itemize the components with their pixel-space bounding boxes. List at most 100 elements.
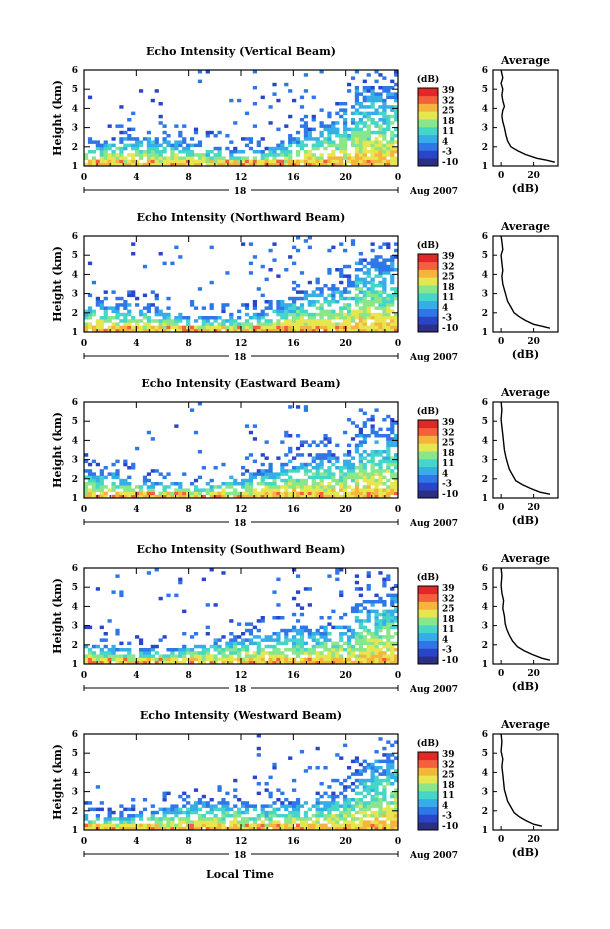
heatmap-cell (135, 446, 140, 451)
heatmap-cell (311, 156, 316, 160)
heatmap-cell (311, 657, 316, 662)
heatmap-cell (390, 443, 395, 448)
heatmap-cell (354, 443, 360, 448)
heatmap-cell (131, 660, 136, 665)
heatmap-cell (390, 418, 395, 422)
heatmap-cell (84, 156, 89, 160)
heatmap-cell (346, 453, 352, 457)
heatmap-cell (213, 316, 218, 320)
heatmap-cell (370, 143, 375, 148)
heatmap-cell (323, 817, 328, 821)
heatmap-cell (131, 817, 136, 821)
heatmap-cell (346, 319, 352, 323)
heatmap-cell (115, 654, 120, 658)
heatmap-cell (335, 268, 340, 272)
heatmap-cell (362, 303, 367, 307)
profile-y-tick-label: 4 (482, 270, 488, 280)
heatmap-cell (394, 596, 399, 601)
heatmap-cells (84, 236, 399, 333)
heatmap-cell (182, 124, 187, 128)
heatmap-cell (339, 804, 344, 808)
heatmap-cell (295, 628, 301, 633)
heatmap-cell (339, 568, 344, 572)
heatmap-cell (354, 284, 360, 288)
x-tick-label: 0 (81, 837, 87, 847)
heatmap-cell (307, 485, 312, 489)
heatmap-cell (382, 654, 387, 658)
heatmap-cell (103, 817, 108, 821)
heatmap-cell (91, 162, 97, 167)
heatmap-cell (150, 469, 155, 473)
heatmap-cell (146, 657, 152, 662)
heatmap-cell (170, 325, 175, 330)
y-tick-label: 4 (72, 270, 78, 280)
heatmap-cell (354, 654, 360, 658)
heatmap-cell (390, 261, 395, 266)
heatmap-cell (174, 807, 179, 812)
heatmap-cell (339, 280, 344, 285)
heatmap-cell (394, 150, 399, 154)
heatmap-cell (213, 817, 218, 821)
heatmap-cell (339, 140, 344, 144)
heatmap-cell (138, 638, 144, 642)
heatmap-cell (284, 660, 289, 665)
heatmap-cell (115, 303, 120, 307)
x-tick-label: 20 (339, 837, 352, 847)
heatmap-cell (107, 648, 112, 652)
colorbar-tick-label: 25 (442, 439, 455, 449)
heatmap-cell (123, 654, 128, 658)
heatmap-cell (197, 801, 203, 805)
heatmap-cell (374, 325, 379, 330)
heatmap-cell (288, 459, 293, 464)
heatmap-cell (213, 823, 218, 828)
colorbar-tick-label: 25 (442, 273, 455, 283)
heatmap-cell (382, 156, 387, 160)
heatmap-cell (374, 494, 379, 499)
heatmap-cell (233, 488, 238, 492)
heatmap-cell (272, 638, 277, 642)
heatmap-cell (201, 657, 206, 662)
heatmap-cell (252, 102, 257, 106)
heatmap-cell (150, 146, 155, 151)
heatmap-cell (217, 130, 222, 135)
y-tick-label: 3 (72, 124, 78, 134)
heatmap-cell (87, 137, 93, 141)
heatmap-cell (335, 127, 340, 132)
heatmap-cell (87, 140, 93, 144)
heatmap-cell (343, 143, 348, 148)
heatmap-cell (327, 651, 332, 655)
heatmap-cell (327, 143, 332, 148)
heatmap-cell (229, 325, 234, 330)
heatmap-cell (390, 753, 395, 757)
heatmap-cell (154, 140, 159, 144)
heatmap-cell (119, 478, 124, 483)
heatmap-cell (299, 817, 305, 821)
heatmap-cell (311, 475, 316, 480)
heatmap-cell (174, 823, 179, 828)
heatmap-cell (225, 159, 230, 164)
heatmap-cell (394, 772, 399, 776)
heatmap-cell (84, 494, 89, 499)
colorbar-tick-label: 39 (442, 584, 455, 594)
heatmap-cell (288, 660, 293, 665)
heatmap-cell (162, 817, 167, 821)
heatmap-cell (119, 482, 124, 486)
x-tick-label: 4 (133, 671, 139, 681)
heatmap-cell (354, 70, 360, 74)
heatmap-cell (217, 485, 222, 489)
heatmap-cell (390, 162, 395, 167)
heatmap-cell (276, 494, 281, 499)
heatmap-cell (386, 121, 391, 125)
heatmap-cell (354, 491, 360, 496)
profile-y-tick-label: 1 (482, 162, 488, 172)
heatmap-cell (115, 491, 120, 496)
heatmap-cell (182, 162, 187, 167)
heatmap-cell (178, 820, 183, 824)
heatmap-cell (213, 826, 218, 831)
heatmap-cell (264, 788, 269, 792)
heatmap-cell (354, 434, 360, 438)
profile-y-tick-label: 3 (482, 124, 488, 134)
heatmap-cell (343, 625, 348, 630)
heatmap-cell (346, 312, 352, 317)
heatmap-cell (378, 124, 383, 128)
